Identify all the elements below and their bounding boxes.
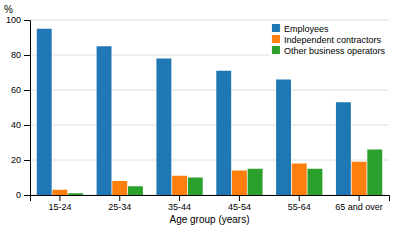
x-tick: 55-64 [288, 195, 311, 212]
chart: 15-24 25-34 35-44 45-54 55-64 65 and over 0 20 4… [0, 0, 397, 227]
x-tick-label: 35-44 [168, 202, 191, 212]
bar [68, 193, 83, 195]
x-axis: 15-24 25-34 35-44 45-54 55-64 65 and over [31, 195, 390, 212]
y-tick: 60 [11, 85, 30, 95]
x-axis-line [31, 196, 390, 202]
y-tick-label: 20 [11, 155, 21, 165]
bar [97, 46, 112, 195]
bar [52, 190, 67, 195]
bar [188, 178, 203, 196]
y-tick-mark [24, 55, 30, 56]
bar-series [52, 162, 366, 195]
bar [276, 80, 291, 196]
y-tick-mark [24, 20, 30, 21]
legend: EmployeesIndependent contractorsOther bu… [269, 21, 388, 57]
y-tick-label: 80 [11, 50, 21, 60]
bar [248, 169, 263, 195]
y-tick-mark [24, 160, 30, 161]
bar [112, 181, 127, 195]
y-axis: 0 20 40 60 80 100 [6, 15, 31, 200]
legend-item: Other business operators [272, 46, 386, 56]
bar [156, 59, 171, 196]
legend-swatch [272, 35, 280, 43]
x-tick-mark [359, 195, 360, 201]
bar [37, 29, 52, 195]
x-tick-mark [239, 195, 240, 201]
legend-background [269, 21, 388, 57]
x-tick-label: 55-64 [288, 202, 311, 212]
legend-swatch [272, 24, 280, 32]
y-tick-mark [24, 125, 30, 126]
y-tick: 80 [11, 50, 30, 60]
y-tick-label: 60 [11, 85, 21, 95]
x-tick-label: 25-34 [108, 202, 131, 212]
y-tick-mark [24, 195, 30, 196]
x-tick-mark [59, 195, 60, 201]
grid-line [30, 20, 389, 21]
y-axis-title: % [4, 4, 13, 15]
bar-series [68, 150, 382, 196]
x-tick: 25-34 [108, 195, 131, 212]
bar [307, 169, 322, 195]
y-tick: 100 [6, 15, 30, 25]
legend-item: Employees [272, 24, 329, 34]
x-tick-label: 15-24 [48, 202, 71, 212]
legend-item: Independent contractors [272, 35, 382, 45]
bar [336, 102, 351, 195]
y-tick-label: 100 [6, 15, 21, 25]
bar [232, 171, 247, 196]
chart-container: 15-24 25-34 35-44 45-54 55-64 65 and over 0 20 4… [0, 0, 397, 227]
legend-label: Independent contractors [284, 35, 382, 45]
bar [128, 186, 143, 195]
x-tick-mark [299, 195, 300, 201]
grid [30, 20, 389, 195]
x-axis-title: Age group (years) [169, 214, 249, 225]
y-tick: 20 [11, 155, 30, 165]
bar [292, 164, 307, 196]
y-axis-line [24, 21, 31, 196]
bar [367, 150, 382, 196]
bar [172, 176, 187, 195]
grid-line [30, 90, 389, 91]
bar [352, 162, 367, 195]
legend-label: Employees [284, 24, 329, 34]
x-tick-mark [179, 195, 180, 201]
x-tick: 15-24 [48, 195, 71, 212]
y-tick-label: 0 [16, 190, 21, 200]
y-tick-label: 40 [11, 120, 21, 130]
x-tick-mark [119, 195, 120, 201]
legend-label: Other business operators [284, 46, 386, 56]
bar [216, 71, 231, 195]
grid-line [30, 125, 389, 126]
y-tick: 40 [11, 120, 30, 130]
x-tick-label: 65 and over [335, 202, 383, 212]
grid-line [30, 160, 389, 161]
x-tick: 45-54 [228, 195, 251, 212]
y-tick-mark [24, 90, 30, 91]
x-tick-label: 45-54 [228, 202, 251, 212]
x-tick: 35-44 [168, 195, 191, 212]
y-tick: 0 [16, 190, 30, 200]
x-tick: 65 and over [335, 195, 383, 212]
legend-swatch [272, 46, 280, 54]
